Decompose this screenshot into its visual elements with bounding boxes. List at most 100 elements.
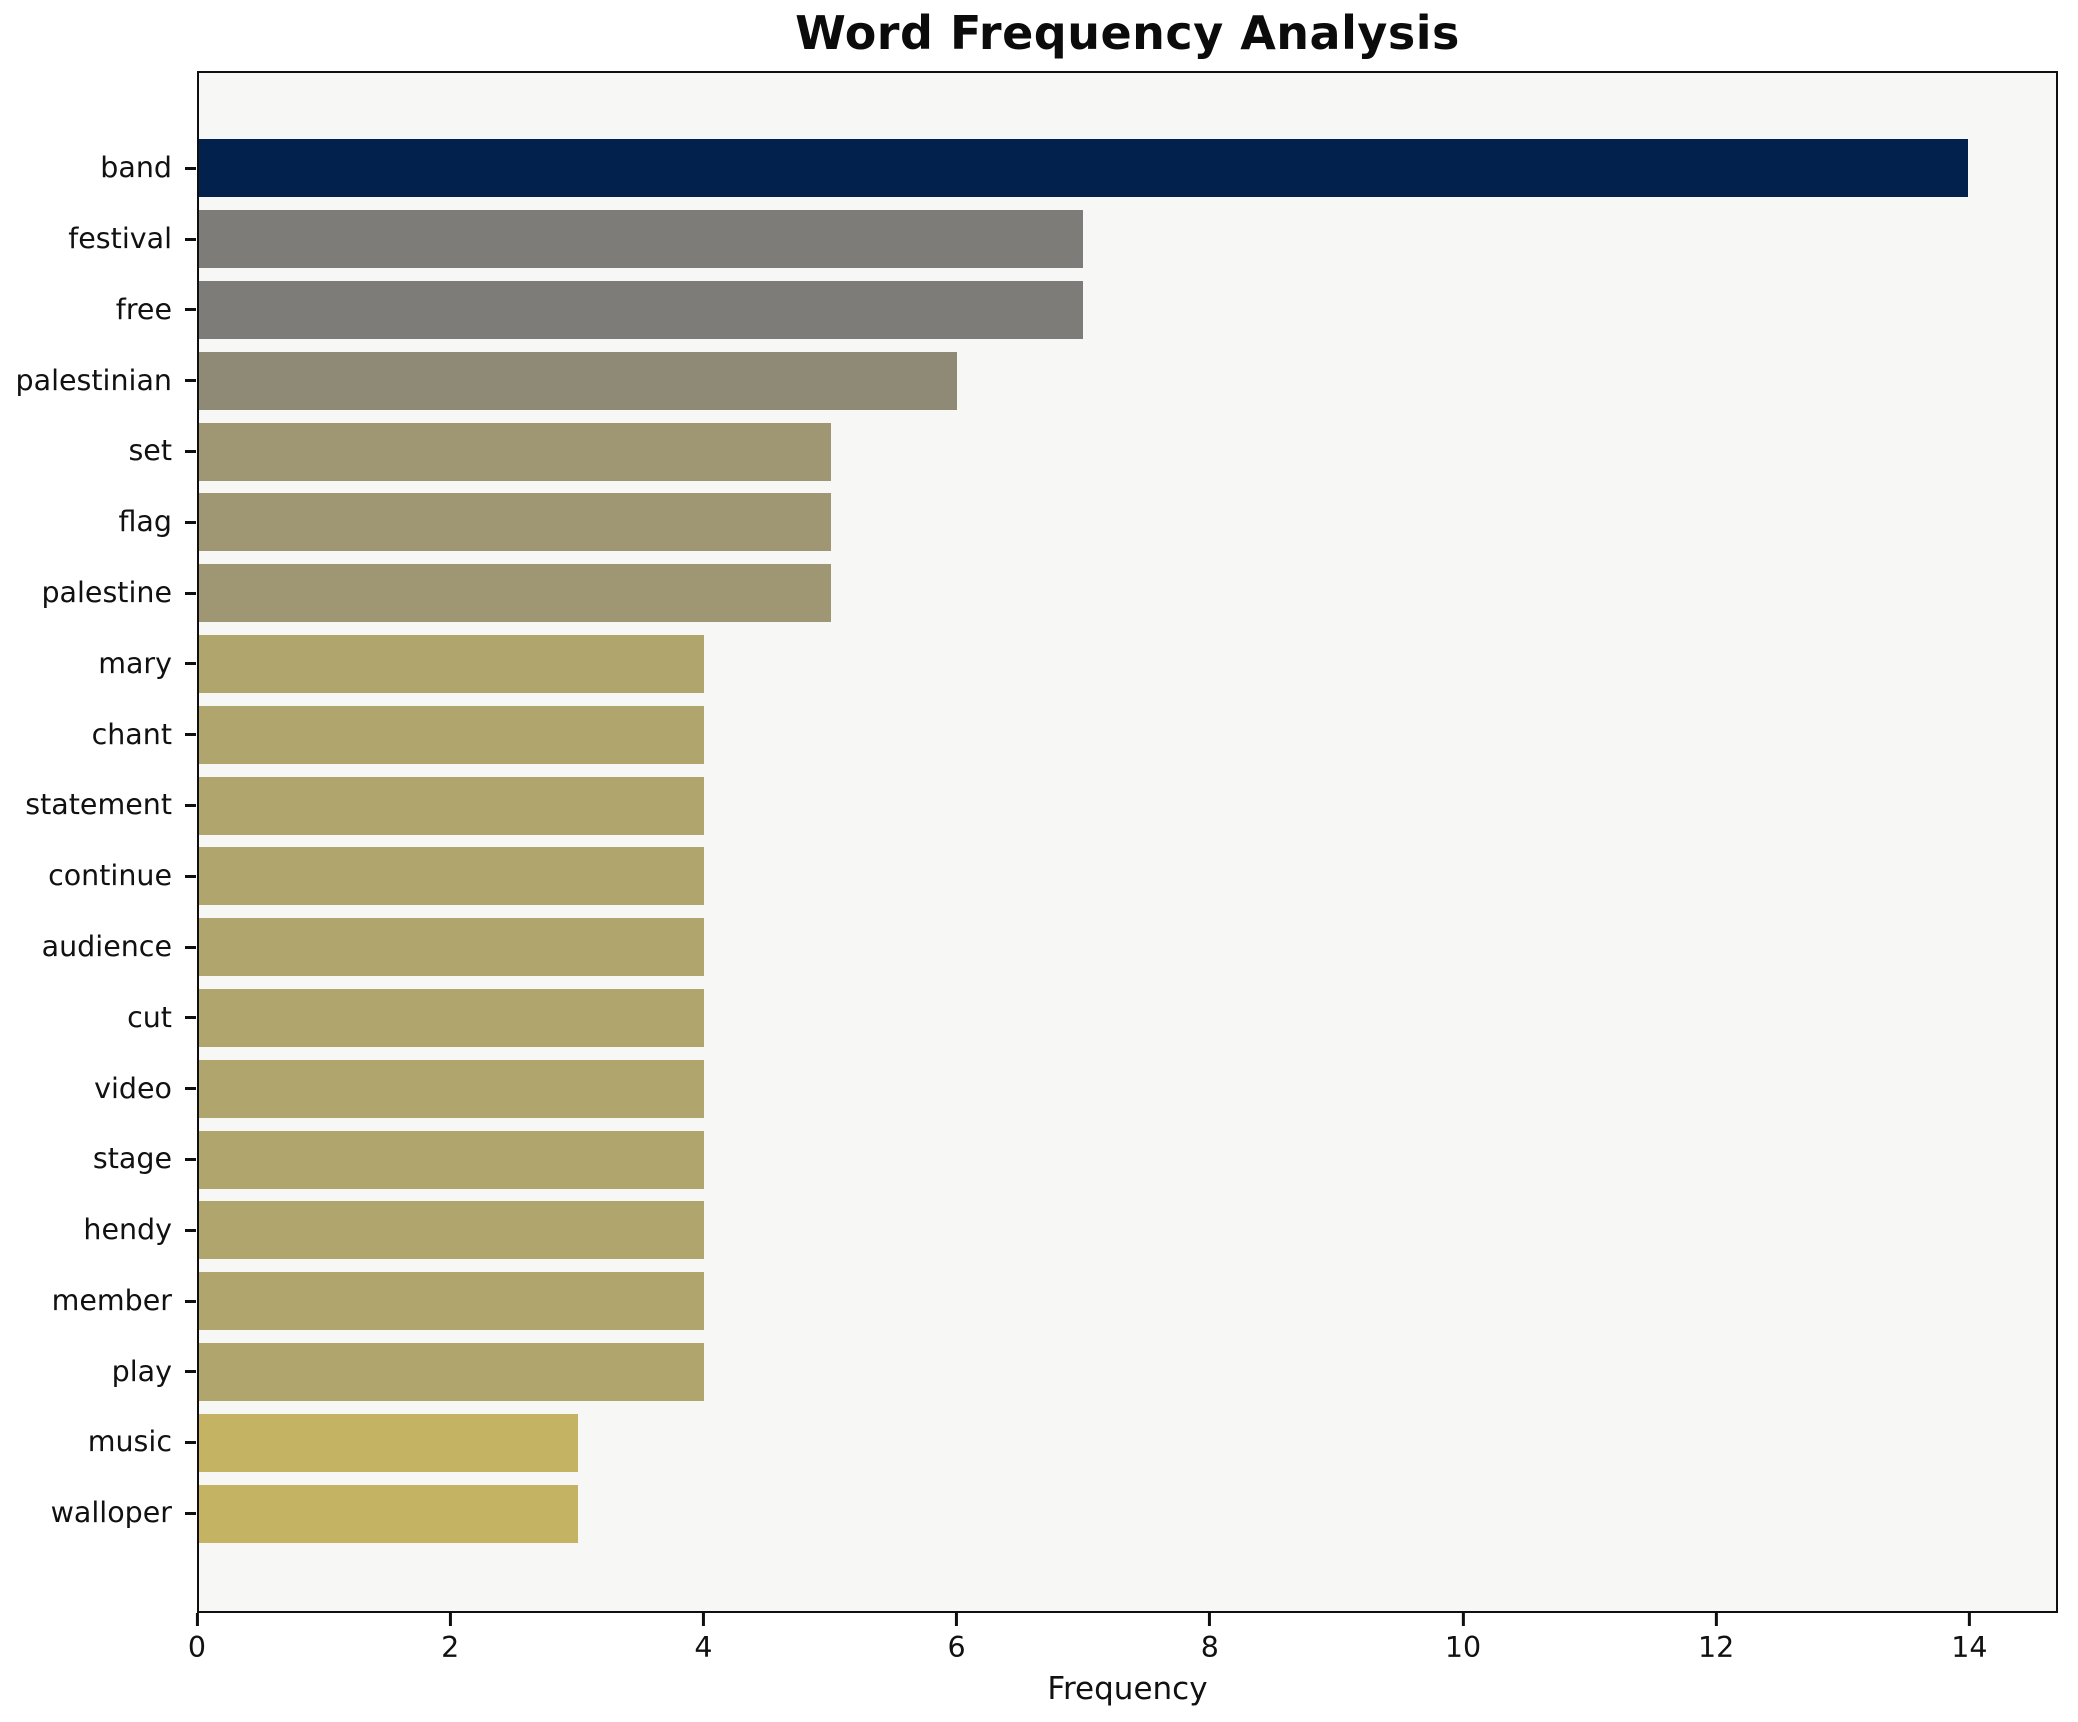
y-tick-mark (185, 804, 196, 808)
y-tick-mark (185, 1228, 196, 1232)
y-tick-label: stage (92, 1142, 172, 1176)
y-tick-label: play (111, 1354, 172, 1388)
bar (199, 1201, 705, 1260)
x-tick: 0 (188, 1613, 206, 1663)
y-tick-label: video (94, 1071, 172, 1105)
bar-row: palestine (41, 558, 2056, 629)
bar-row: flag (118, 487, 2056, 558)
y-tick-mark (185, 166, 196, 170)
y-tick-label: festival (68, 221, 172, 255)
y-tick-mark (185, 662, 196, 666)
x-tick-label: 2 (441, 1631, 460, 1664)
bar (199, 847, 705, 906)
bar-row: audience (42, 912, 2056, 983)
bar-row: video (94, 1053, 2056, 1124)
bar-row: chant (92, 699, 2056, 770)
y-tick-mark (185, 1087, 196, 1091)
x-tick-mark (1714, 1613, 1718, 1626)
x-tick-mark (1461, 1613, 1465, 1626)
y-tick-mark (185, 1158, 196, 1162)
y-tick-mark (185, 1512, 196, 1516)
y-tick-label: continue (48, 859, 172, 893)
x-tick: 14 (1951, 1613, 1988, 1664)
y-tick-label: cut (127, 1000, 172, 1034)
y-tick-label: free (115, 292, 172, 326)
bar (199, 776, 705, 835)
bar-row: hendy (83, 1195, 2056, 1266)
x-tick-mark (955, 1613, 959, 1626)
bar (199, 705, 705, 764)
x-axis-label: Frequency (1047, 1671, 1208, 1707)
bar-row: statement (25, 770, 2056, 841)
x-tick-mark (195, 1613, 199, 1626)
bar (199, 210, 1084, 269)
y-tick-mark (185, 1016, 196, 1020)
bar (199, 1484, 578, 1543)
x-tick-label: 6 (947, 1631, 966, 1664)
y-tick-label: palestinian (15, 363, 172, 397)
y-tick-label: member (51, 1283, 172, 1317)
y-tick-mark (185, 1370, 196, 1374)
bar-row: play (112, 1337, 2056, 1408)
bar-row: continue (48, 841, 2056, 912)
y-tick-label: hendy (83, 1213, 172, 1247)
y-tick-mark (185, 237, 196, 241)
y-tick-label: band (100, 151, 172, 185)
x-tick: 2 (441, 1613, 459, 1663)
bar-row: palestinian (16, 345, 2056, 416)
y-tick-label: set (128, 434, 172, 468)
bar-row: band (100, 133, 2056, 204)
x-tick: 8 (1201, 1613, 1219, 1663)
bar (199, 1272, 705, 1331)
y-tick-mark (185, 874, 196, 878)
x-tick-mark (448, 1613, 452, 1626)
y-tick-label: audience (41, 929, 172, 963)
y-tick-label: flag (118, 505, 172, 539)
bar (199, 634, 705, 693)
bar-row: mary (98, 629, 2056, 700)
y-tick-label: walloper (50, 1496, 172, 1530)
x-tick: 10 (1445, 1613, 1481, 1663)
bar-row: festival (68, 204, 2056, 275)
y-tick-mark (185, 1441, 196, 1445)
x-tick-label: 10 (1444, 1631, 1482, 1664)
bar-row: stage (93, 1124, 2056, 1195)
x-tick-mark (1208, 1613, 1212, 1626)
y-tick-label: chant (91, 717, 172, 751)
y-tick-mark (185, 450, 196, 454)
bar-row: set (128, 416, 2056, 487)
x-tick-label: 12 (1698, 1631, 1735, 1664)
bar-row: cut (127, 983, 2056, 1054)
chart-title: Word Frequency Analysis (795, 6, 1460, 60)
bar-row: walloper (51, 1478, 2056, 1549)
bar (199, 564, 831, 623)
x-tick: 12 (1698, 1613, 1734, 1663)
y-tick-label: music (87, 1425, 172, 1459)
y-tick-label: palestine (41, 575, 172, 609)
y-tick-mark (185, 379, 196, 383)
bar-row: member (52, 1266, 2056, 1337)
y-tick-mark (185, 1299, 196, 1303)
x-tick-mark (701, 1613, 705, 1626)
x-tick: 6 (948, 1613, 966, 1663)
x-tick-label: 4 (694, 1631, 713, 1664)
x-tick-label: 0 (187, 1631, 207, 1664)
bar (199, 139, 1968, 198)
bar (199, 422, 831, 481)
bar (199, 1342, 705, 1401)
bar (199, 280, 1084, 340)
bar (199, 351, 957, 410)
x-tick-label: 14 (1951, 1631, 1988, 1664)
bar (199, 493, 831, 552)
bar (199, 1130, 705, 1189)
x-axis: 0 2 4 6 8 10 12 14 (188, 1613, 2058, 1683)
y-tick-label: statement (25, 788, 172, 822)
y-tick-mark (185, 591, 196, 595)
y-tick-label: mary (98, 646, 172, 680)
bar (199, 918, 705, 977)
x-tick: 4 (694, 1613, 712, 1663)
bar (199, 1059, 705, 1118)
y-tick-mark (185, 945, 196, 949)
bar (199, 1413, 578, 1472)
